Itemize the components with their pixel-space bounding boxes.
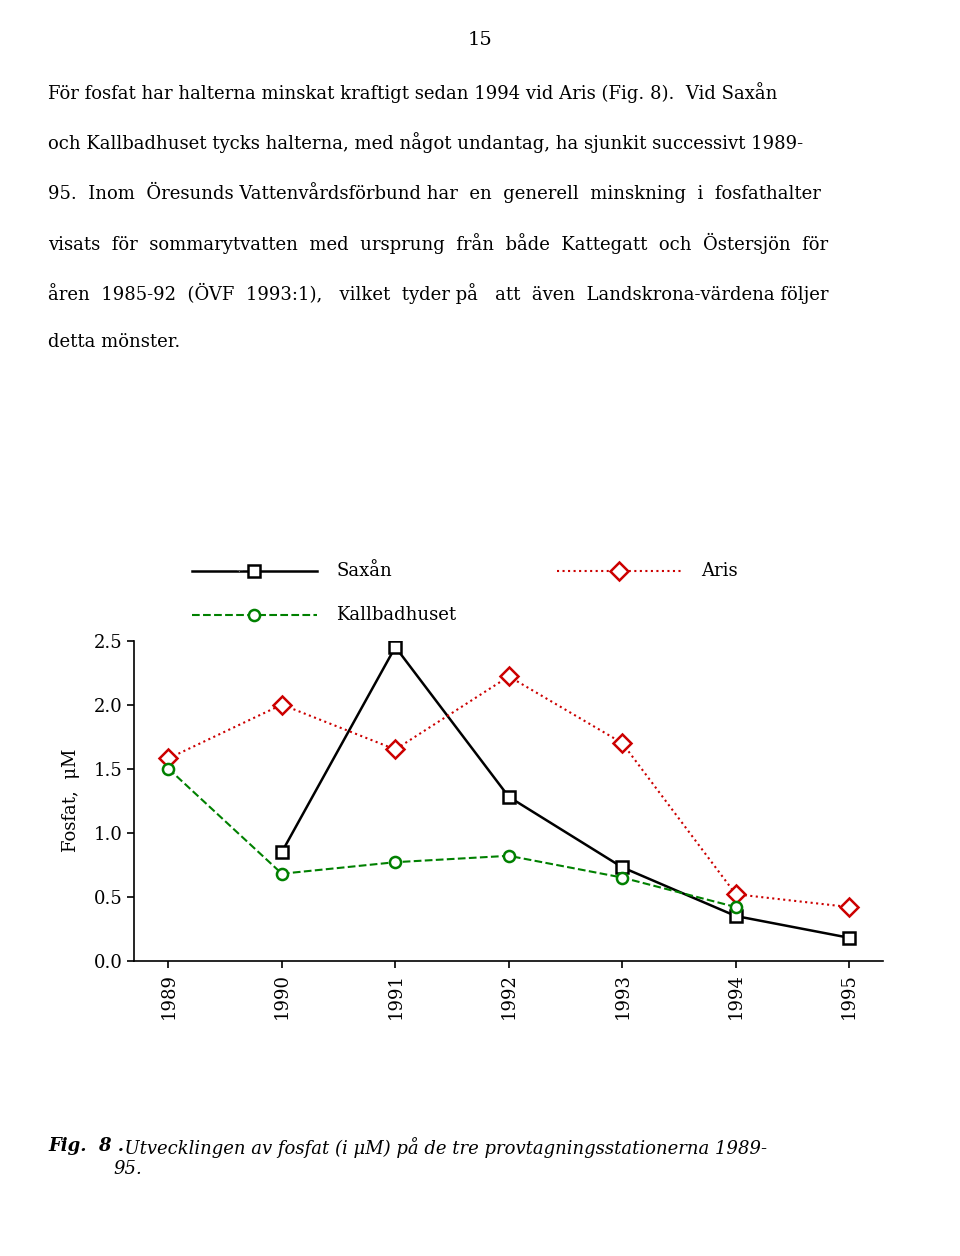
Y-axis label: Fosfat,  μM: Fosfat, μM [61,749,80,853]
Text: Kallbadhuset: Kallbadhuset [336,607,456,624]
Text: Saxån: Saxån [336,563,392,580]
Text: åren  1985-92  (ÖVF  1993:1),   vilket  tyder på   att  även  Landskrona-värdena: åren 1985-92 (ÖVF 1993:1), vilket tyder … [48,283,828,304]
Text: visats  för  sommarytvatten  med  ursprung  från  både  Kattegatt  och  Östersjö: visats för sommarytvatten med ursprung f… [48,232,828,254]
Text: detta mönster.: detta mönster. [48,333,180,350]
Text: och Kallbadhuset tycks halterna, med något undantag, ha sjunkit successivt 1989-: och Kallbadhuset tycks halterna, med någ… [48,132,804,153]
Text: 15: 15 [468,31,492,49]
Text: Utvecklingen av fosfat (i μM) på de tre provtagningsstationerna 1989-
95.: Utvecklingen av fosfat (i μM) på de tre … [113,1137,767,1178]
Text: Aris: Aris [701,563,737,580]
Text: 95.  Inom  Öresunds Vattenvårdsförbund har  en  generell  minskning  i  fosfatha: 95. Inom Öresunds Vattenvårdsförbund har… [48,182,821,203]
Text: Fig.  8 .: Fig. 8 . [48,1137,124,1154]
Text: För fosfat har halterna minskat kraftigt sedan 1994 vid Aris (Fig. 8).  Vid Saxå: För fosfat har halterna minskat kraftigt… [48,82,778,103]
